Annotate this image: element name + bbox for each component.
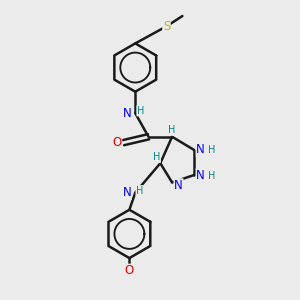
Text: H: H [168, 125, 176, 135]
Text: H: H [136, 186, 143, 196]
Text: H: H [153, 152, 160, 162]
Text: H: H [137, 106, 144, 116]
Text: N: N [174, 179, 183, 192]
Text: O: O [112, 136, 122, 149]
Text: O: O [125, 264, 134, 277]
Text: N: N [123, 186, 131, 199]
Text: N: N [196, 169, 205, 182]
Text: S: S [163, 20, 170, 33]
Text: H: H [208, 172, 215, 182]
Text: N: N [196, 143, 205, 157]
Text: H: H [208, 145, 215, 155]
Text: N: N [123, 107, 131, 120]
